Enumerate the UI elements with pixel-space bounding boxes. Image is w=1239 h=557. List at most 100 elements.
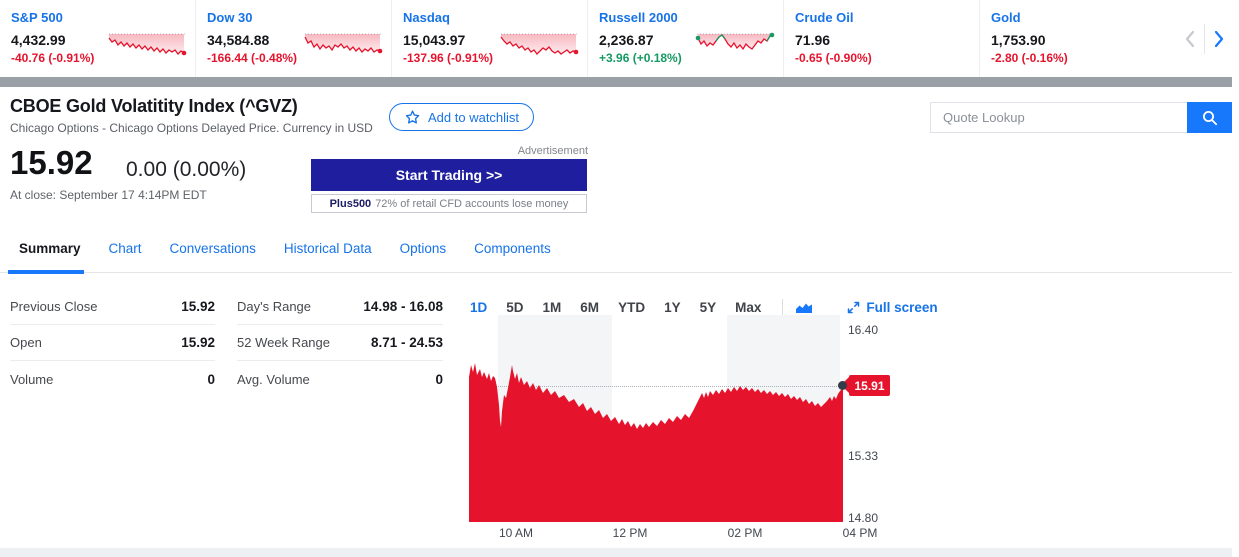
ticker-change: -2.80 (-0.16%) [991, 51, 1068, 65]
quote-tabs: Summary Chart Conversations Historical D… [19, 241, 551, 256]
ticker-next-button[interactable] [1211, 26, 1227, 52]
ticker-name[interactable]: Nasdaq [403, 10, 450, 25]
stat-label: Day's Range [237, 299, 312, 314]
stat-row-52-week-range: 52 Week Range 8.71 - 24.53 [237, 325, 443, 361]
stat-value: 15.92 [181, 299, 215, 314]
bottom-divider-bar [0, 548, 1232, 557]
ticker-name[interactable]: S&P 500 [11, 10, 63, 25]
ticker-nav [1176, 0, 1232, 77]
stat-label: Previous Close [10, 299, 98, 314]
current-price: 15.92 [10, 144, 93, 181]
stat-value: 8.71 - 24.53 [370, 335, 443, 350]
chart-type-button[interactable] [795, 301, 813, 314]
stat-label: Open [10, 335, 42, 350]
fullscreen-label: Full screen [866, 300, 938, 315]
x-axis-tick: 12 PM [612, 526, 648, 540]
range-5d-button[interactable]: 5D [506, 300, 524, 315]
ticker-name[interactable]: Russell 2000 [599, 10, 678, 25]
summary-stats-left: Previous Close 15.92 Open 15.92 Volume 0 [10, 289, 215, 397]
previous-close-gridline [469, 386, 843, 387]
chevron-right-icon [1214, 30, 1223, 47]
sparkline-down-icon [500, 33, 579, 55]
stat-value: 0 [435, 371, 443, 387]
market-ticker-bar: S&P 500 4,432.99 -40.76 (-0.91%) Dow 30 … [0, 0, 1232, 77]
stat-row-days-range: Day's Range 14.98 - 16.08 [237, 289, 443, 325]
range-1y-button[interactable]: 1Y [664, 300, 681, 315]
area-chart-icon [796, 303, 813, 313]
range-1d-button[interactable]: 1D [470, 300, 488, 315]
add-to-watchlist-button[interactable]: Add to watchlist [389, 103, 535, 131]
range-max-button[interactable]: Max [735, 300, 762, 315]
exchange-subtitle: Chicago Options - Chicago Options Delaye… [10, 121, 373, 135]
tab-chart[interactable]: Chart [108, 241, 142, 256]
page-title: CBOE Gold Volatitity Index (^GVZ) [10, 96, 298, 116]
ticker-nasdaq[interactable]: Nasdaq 15,043.97 -137.96 (-0.91%) [392, 0, 588, 77]
sparkline-mixed-icon [695, 32, 775, 51]
ticker-russell2000[interactable]: Russell 2000 2,236.87 +3.96 (+0.18%) [588, 0, 784, 77]
search-button[interactable] [1187, 102, 1232, 133]
x-axis-tick: 04 PM [842, 526, 878, 540]
ticker-price: 4,432.99 [11, 32, 66, 48]
ticker-change: -0.65 (-0.90%) [795, 51, 872, 65]
ticker-sp500[interactable]: S&P 500 4,432.99 -40.76 (-0.91%) [0, 0, 196, 77]
stat-value: 15.92 [181, 335, 215, 350]
ad-brand: Plus500 [329, 197, 372, 210]
ad-disclaimer-text: 72% of retail CFD accounts lose money [375, 197, 569, 210]
star-icon [405, 109, 420, 124]
intraday-chart-plot[interactable] [469, 315, 843, 522]
tab-components[interactable]: Components [474, 241, 551, 256]
watchlist-label: Add to watchlist [428, 109, 520, 125]
ticker-change: -137.96 (-0.91%) [403, 51, 494, 65]
stat-row-volume: Volume 0 [10, 361, 215, 397]
at-close-text: At close: September 17 4:14PM EDT [10, 188, 207, 202]
range-1m-button[interactable]: 1M [542, 300, 562, 315]
ticker-price: 2,236.87 [599, 32, 654, 48]
ticker-nav-divider [1203, 23, 1205, 54]
range-ytd-button[interactable]: YTD [618, 300, 646, 315]
tab-options[interactable]: Options [399, 241, 447, 256]
last-price-dot [838, 381, 847, 390]
tab-historical-data[interactable]: Historical Data [283, 241, 372, 256]
ticker-price: 34,584.88 [207, 32, 270, 48]
fullscreen-expand-icon [848, 301, 860, 314]
chevron-left-icon [1185, 30, 1194, 47]
stat-label: 52 Week Range [237, 335, 330, 350]
stat-row-avg-volume: Avg. Volume 0 [237, 361, 443, 397]
ticker-name[interactable]: Crude Oil [795, 10, 854, 25]
ticker-name[interactable]: Gold [991, 10, 1021, 25]
y-axis-tick: 14.80 [848, 511, 879, 525]
range-6m-button[interactable]: 6M [580, 300, 600, 315]
active-tab-indicator [8, 270, 84, 274]
tab-conversations[interactable]: Conversations [169, 241, 256, 256]
range-5y-button[interactable]: 5Y [699, 300, 717, 315]
ticker-dow30[interactable]: Dow 30 34,584.88 -166.44 (-0.48%) [196, 0, 392, 77]
stat-label: Avg. Volume [237, 371, 310, 387]
ticker-crude-oil[interactable]: Crude Oil 71.96 -0.65 (-0.90%) [784, 0, 980, 77]
advertisement-label: Advertisement [517, 145, 588, 157]
stat-value: 0 [207, 371, 215, 387]
tab-summary[interactable]: Summary [19, 241, 81, 256]
x-axis-tick: 10 AM [498, 526, 534, 540]
fullscreen-button[interactable]: Full screen [847, 300, 938, 315]
sparkline-down-icon [108, 33, 187, 56]
price-area-series [469, 363, 843, 522]
price-change: 0.00 (0.00%) [126, 158, 247, 181]
chart-range-controls: 1D 5D 1M 6M YTD 1Y 5Y Max Full screen [470, 299, 938, 316]
ticker-change: +3.96 (+0.18%) [599, 51, 682, 65]
ticker-price: 15,043.97 [403, 32, 466, 48]
stat-label: Volume [10, 371, 54, 387]
ticker-prev-button[interactable] [1182, 26, 1198, 52]
ticker-price: 71.96 [795, 32, 831, 48]
ticker-gold[interactable]: Gold 1,753.90 -2.80 (-0.16%) [980, 0, 1176, 77]
x-axis-tick: 02 PM [727, 526, 763, 540]
y-axis-tick: 16.40 [848, 323, 879, 337]
current-price-tag: 15.91 [841, 375, 890, 396]
stat-value: 14.98 - 16.08 [363, 299, 443, 314]
quote-lookup-input[interactable] [930, 102, 1188, 133]
start-trading-ad-button[interactable]: Start Trading >> [311, 159, 587, 191]
summary-stats-right: Day's Range 14.98 - 16.08 52 Week Range … [237, 289, 443, 397]
y-axis-tick: 15.33 [848, 449, 879, 463]
controls-divider [782, 299, 784, 316]
ticker-name[interactable]: Dow 30 [207, 10, 253, 25]
